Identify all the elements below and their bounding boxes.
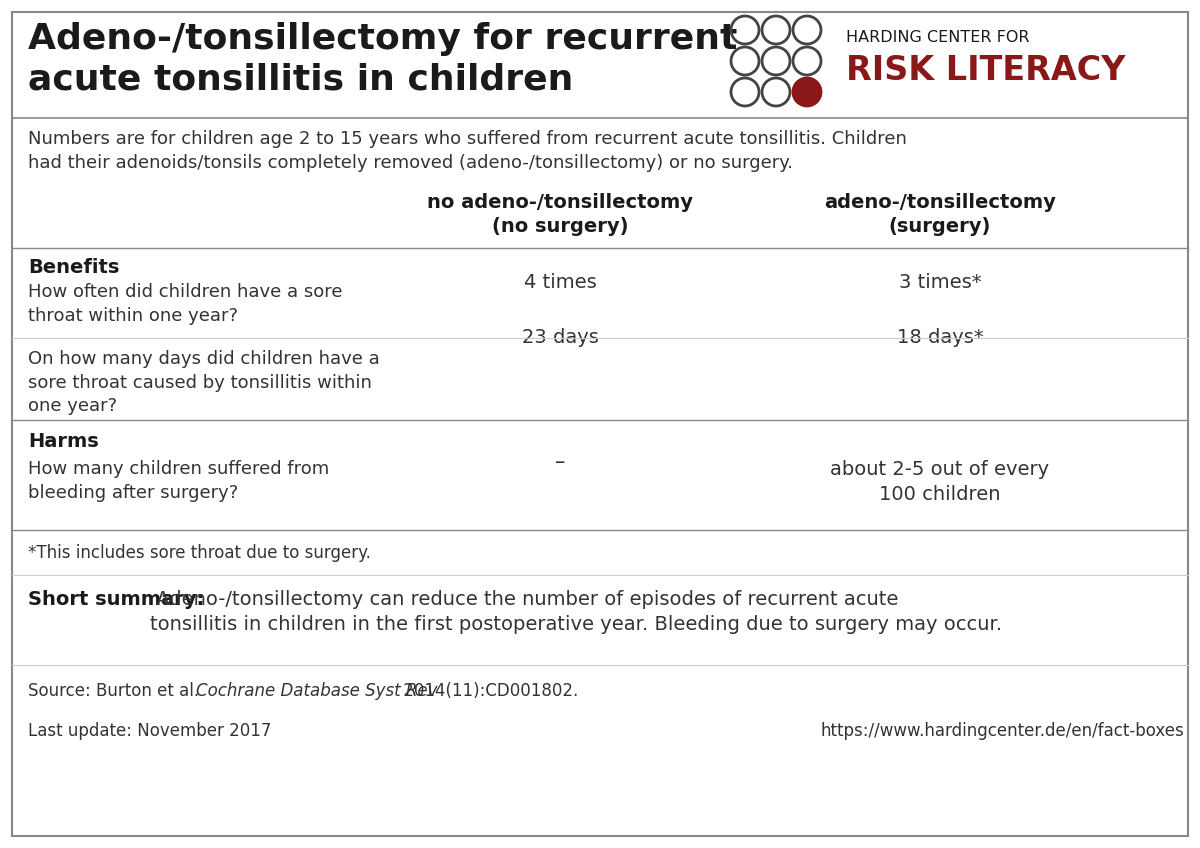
- Text: no adeno-/tonsillectomy
(no surgery): no adeno-/tonsillectomy (no surgery): [427, 193, 694, 236]
- Text: 3 times*: 3 times*: [899, 273, 982, 292]
- Text: 2014(11):CD001802.: 2014(11):CD001802.: [398, 682, 578, 700]
- Text: How many children suffered from
bleeding after surgery?: How many children suffered from bleeding…: [28, 460, 329, 502]
- Text: 18 days*: 18 days*: [896, 328, 983, 347]
- Text: 23 days: 23 days: [522, 328, 599, 347]
- Text: Last update: November 2017: Last update: November 2017: [28, 722, 271, 740]
- Text: How often did children have a sore
throat within one year?: How often did children have a sore throa…: [28, 283, 342, 325]
- Text: about 2-5 out of every
100 children: about 2-5 out of every 100 children: [830, 460, 1050, 504]
- Text: RISK LITERACY: RISK LITERACY: [846, 54, 1126, 87]
- Text: Cochrane Database Syst Rev: Cochrane Database Syst Rev: [196, 682, 438, 700]
- Text: Adeno-/tonsillectomy for recurrent: Adeno-/tonsillectomy for recurrent: [28, 22, 737, 56]
- Circle shape: [793, 78, 821, 106]
- Text: HARDING CENTER FOR: HARDING CENTER FOR: [846, 30, 1030, 44]
- Text: Source: Burton et al.: Source: Burton et al.: [28, 682, 204, 700]
- Text: https://www.hardingcenter.de/en/fact-boxes: https://www.hardingcenter.de/en/fact-box…: [821, 722, 1184, 740]
- Text: On how many days did children have a
sore throat caused by tonsillitis within
on: On how many days did children have a sor…: [28, 350, 379, 416]
- Text: 4 times: 4 times: [523, 273, 596, 292]
- Text: –: –: [554, 452, 565, 472]
- Text: adeno-/tonsillectomy
(surgery): adeno-/tonsillectomy (surgery): [824, 193, 1056, 236]
- Text: *This includes sore throat due to surgery.: *This includes sore throat due to surger…: [28, 544, 371, 562]
- Text: Harms: Harms: [28, 432, 98, 451]
- Text: acute tonsillitis in children: acute tonsillitis in children: [28, 62, 574, 96]
- Text: Benefits: Benefits: [28, 258, 119, 277]
- Text: Numbers are for children age 2 to 15 years who suffered from recurrent acute ton: Numbers are for children age 2 to 15 yea…: [28, 130, 907, 171]
- Text: Adeno-/tonsillectomy can reduce the number of episodes of recurrent acute
tonsil: Adeno-/tonsillectomy can reduce the numb…: [150, 590, 1002, 634]
- Text: Short summary:: Short summary:: [28, 590, 204, 609]
